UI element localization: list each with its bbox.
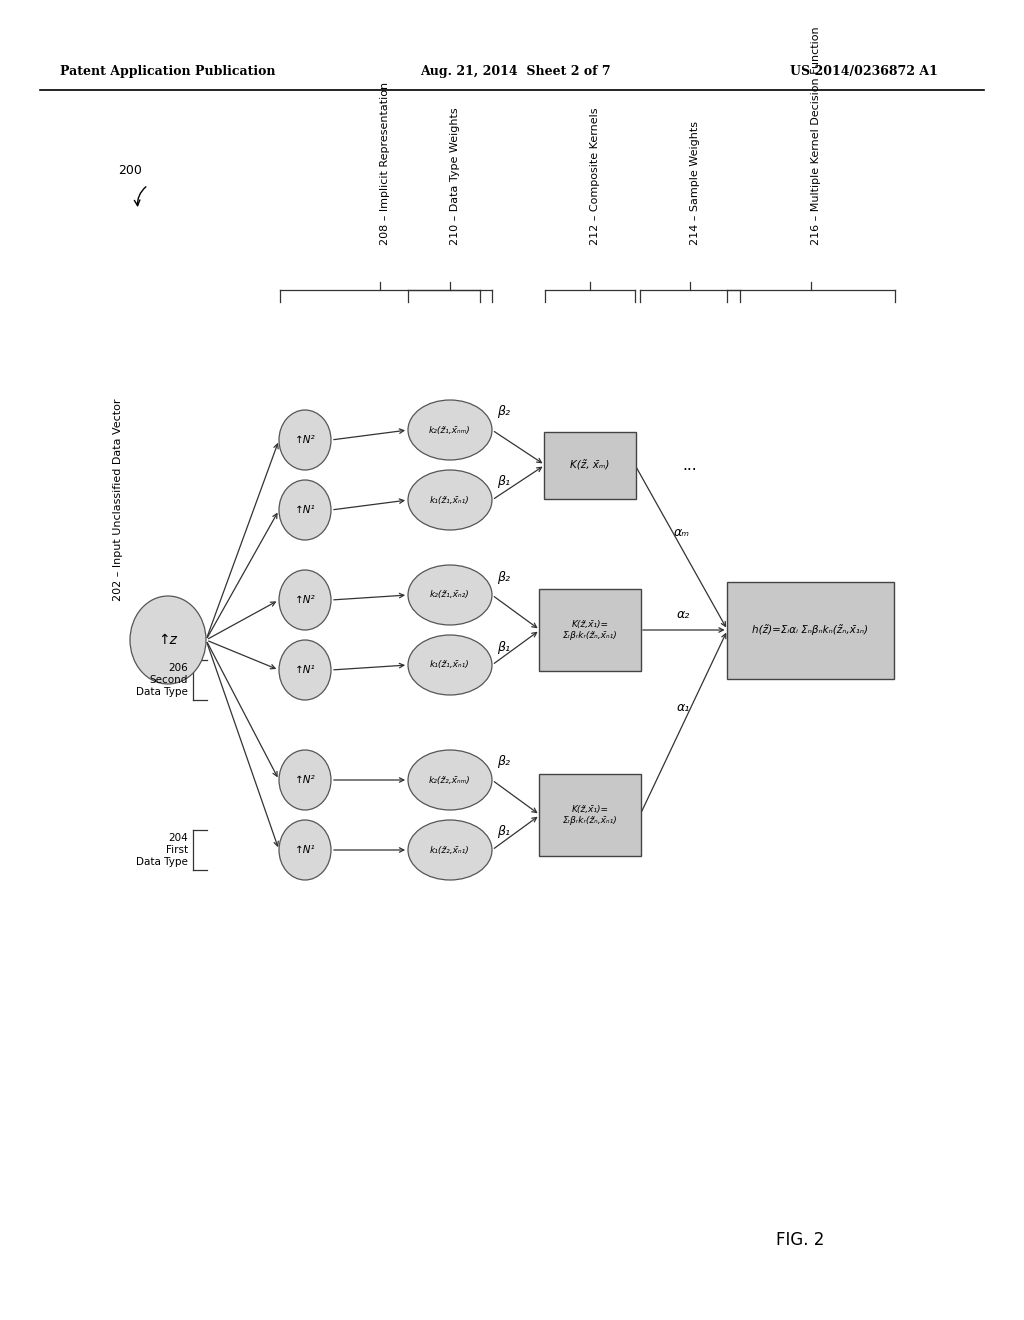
Text: k₂(z̃₁,x̄ₙ₂): k₂(z̃₁,x̄ₙ₂) (430, 590, 470, 599)
Text: 208 – Implicit Representation: 208 – Implicit Representation (380, 82, 390, 246)
Text: k₁(z̃₂,x̄ₙ₁): k₁(z̃₂,x̄ₙ₁) (430, 846, 470, 854)
Text: ↑N¹: ↑N¹ (295, 845, 315, 855)
Text: K(z̃, x̄ₘ): K(z̃, x̄ₘ) (570, 459, 609, 470)
Ellipse shape (279, 820, 331, 880)
Ellipse shape (279, 480, 331, 540)
Ellipse shape (408, 635, 492, 696)
Ellipse shape (279, 411, 331, 470)
Text: α₂: α₂ (677, 609, 690, 622)
Text: ↑N¹: ↑N¹ (295, 665, 315, 675)
Text: k₁(z̃₁,x̄ₙ₁): k₁(z̃₁,x̄ₙ₁) (430, 495, 470, 504)
Text: ↑N²: ↑N² (295, 775, 315, 785)
Ellipse shape (279, 750, 331, 810)
Text: k₂(z̃₁,x̄ₙₘ): k₂(z̃₁,x̄ₙₘ) (429, 425, 471, 434)
Text: 202 – Input Unclassified Data Vector: 202 – Input Unclassified Data Vector (113, 399, 123, 601)
Text: αₘ: αₘ (673, 525, 689, 539)
Ellipse shape (408, 750, 492, 810)
Text: h(z̃)=Σᵢαᵢ Σₙβₙkₙ(z̃ₙ,x̄₁ₙ): h(z̃)=Σᵢαᵢ Σₙβₙkₙ(z̃ₙ,x̄₁ₙ) (752, 624, 868, 635)
Text: FIG. 2: FIG. 2 (776, 1232, 824, 1249)
Text: Aug. 21, 2014  Sheet 2 of 7: Aug. 21, 2014 Sheet 2 of 7 (420, 66, 610, 78)
Ellipse shape (279, 640, 331, 700)
Text: 206
Second
Data Type: 206 Second Data Type (136, 664, 188, 697)
Text: β₁: β₁ (497, 640, 510, 653)
FancyBboxPatch shape (539, 774, 641, 855)
Text: 210 – Data Type Weights: 210 – Data Type Weights (450, 107, 460, 246)
FancyBboxPatch shape (539, 589, 641, 671)
Text: Patent Application Publication: Patent Application Publication (60, 66, 275, 78)
FancyBboxPatch shape (544, 432, 636, 499)
Ellipse shape (130, 597, 206, 684)
Ellipse shape (279, 570, 331, 630)
Text: ...: ... (683, 458, 697, 473)
Text: ↑z: ↑z (159, 634, 177, 647)
Text: K(z̃,x̄₁)=
Σᵣβᵣkᵣ(z̃ₙ,x̄ₙ₁): K(z̃,x̄₁)= Σᵣβᵣkᵣ(z̃ₙ,x̄ₙ₁) (562, 805, 617, 825)
Text: US 2014/0236872 A1: US 2014/0236872 A1 (790, 66, 938, 78)
Text: β₂: β₂ (497, 755, 510, 768)
Ellipse shape (408, 565, 492, 624)
Text: β₂: β₂ (497, 570, 510, 583)
Ellipse shape (408, 470, 492, 531)
Text: k₁(z̃₁,x̄ₙ₁): k₁(z̃₁,x̄ₙ₁) (430, 660, 470, 669)
Text: 204
First
Data Type: 204 First Data Type (136, 833, 188, 867)
Text: k₂(z̃₂,x̄ₙₘ): k₂(z̃₂,x̄ₙₘ) (429, 776, 471, 784)
Text: 214 – Sample Weights: 214 – Sample Weights (690, 121, 700, 246)
Text: 216 – Multiple Kernel Decision Function: 216 – Multiple Kernel Decision Function (811, 26, 821, 246)
FancyBboxPatch shape (726, 582, 894, 678)
Text: K(z̃,x̄₁)=
Σᵣβᵣkᵣ(z̃ₙ,x̄ₙ₁): K(z̃,x̄₁)= Σᵣβᵣkᵣ(z̃ₙ,x̄ₙ₁) (562, 620, 617, 640)
Text: α₁: α₁ (677, 701, 690, 714)
Text: ↑N²: ↑N² (295, 436, 315, 445)
Text: ↑N²: ↑N² (295, 595, 315, 605)
Text: β₁: β₁ (497, 475, 510, 488)
Text: 200: 200 (118, 164, 142, 177)
Ellipse shape (408, 820, 492, 880)
Text: ↑N¹: ↑N¹ (295, 506, 315, 515)
Text: β₁: β₁ (497, 825, 510, 838)
Text: 212 – Composite Kernels: 212 – Composite Kernels (590, 107, 600, 246)
Text: β₂: β₂ (497, 405, 510, 418)
Ellipse shape (408, 400, 492, 459)
